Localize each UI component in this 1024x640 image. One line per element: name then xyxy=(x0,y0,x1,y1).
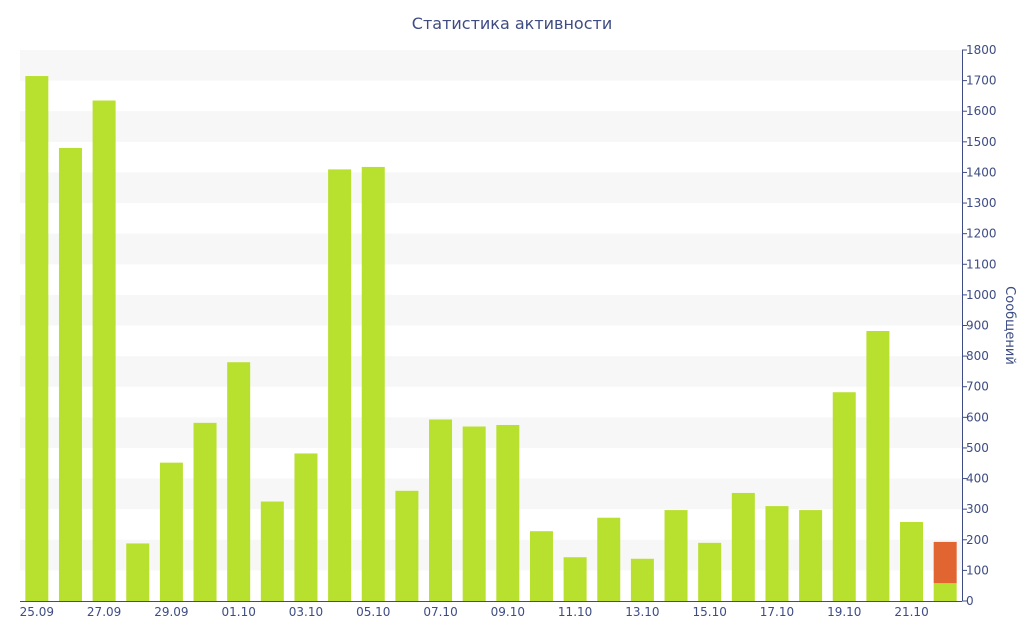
bar-30.09 xyxy=(193,422,217,601)
x-tick-label: 15.10 xyxy=(692,605,726,619)
x-tick-label: 05.10 xyxy=(356,605,390,619)
x-tick-label: 17.10 xyxy=(760,605,794,619)
y-tick-label: 1300 xyxy=(966,196,997,210)
bar-14.10 xyxy=(664,510,688,601)
y-tick-label: 400 xyxy=(966,472,989,486)
bar-20.10 xyxy=(866,331,890,601)
grid-band xyxy=(20,233,962,265)
y-tick-label: 1700 xyxy=(966,74,997,88)
y-tick-label: 200 xyxy=(966,533,989,547)
y-tick-label: 1000 xyxy=(966,288,997,302)
bar-13.10 xyxy=(630,558,654,601)
bar-06.10 xyxy=(395,490,419,601)
x-tick-label: 29.09 xyxy=(154,605,188,619)
x-tick-label: 25.09 xyxy=(20,605,54,619)
y-tick-label: 300 xyxy=(966,502,989,516)
y-axis: 0 100 200 300 400 500 600 700 800 900 1000 1100 1200… xyxy=(962,43,997,608)
bar-01.10 xyxy=(227,362,251,601)
x-tick-label: 19.10 xyxy=(827,605,861,619)
bar-22.10 xyxy=(933,583,957,601)
bar-21.10 xyxy=(900,522,924,601)
y-tick-label: 1800 xyxy=(966,43,997,57)
chart-title: Статистика активности xyxy=(411,14,613,33)
bar-19.10 xyxy=(832,392,856,601)
grid-band xyxy=(20,50,962,81)
x-tick-label: 01.10 xyxy=(221,605,255,619)
bars xyxy=(25,76,957,601)
x-axis: 25.09 27.09 29.09 01.10 03.10 05.10 07.10 09.10… xyxy=(20,601,962,619)
bar-11.10 xyxy=(563,557,587,601)
y-tick-label: 600 xyxy=(966,410,989,424)
y-tick-label: 1200 xyxy=(966,227,997,241)
bar-08.10 xyxy=(462,426,486,601)
bar-12.10 xyxy=(597,517,621,601)
y-tick-label: 1400 xyxy=(966,165,997,179)
y-tick-label: 100 xyxy=(966,563,989,577)
x-tick-label: 13.10 xyxy=(625,605,659,619)
bar-16.10 xyxy=(731,492,755,601)
x-tick-label: 09.10 xyxy=(491,605,525,619)
y-tick-label: 900 xyxy=(966,319,989,333)
bar-26.09 xyxy=(58,147,82,601)
bar-15.10 xyxy=(698,542,722,601)
grid-band xyxy=(20,356,962,387)
bar-10.10 xyxy=(529,531,553,601)
bar-18.10 xyxy=(799,510,823,601)
y-tick-label: 800 xyxy=(966,349,989,363)
x-tick-label: 21.10 xyxy=(894,605,928,619)
bar-17.10 xyxy=(765,506,789,601)
bar-02.10 xyxy=(260,501,284,601)
x-tick-label: 03.10 xyxy=(289,605,323,619)
bar-03.10 xyxy=(294,453,318,601)
bar-27.09 xyxy=(92,100,116,601)
grid-band xyxy=(20,111,962,142)
bar-25.09 xyxy=(25,76,49,601)
bar-28.09 xyxy=(126,543,150,601)
x-tick-label: 27.09 xyxy=(87,605,121,619)
y-tick-label: 0 xyxy=(966,594,974,608)
x-tick-label: 07.10 xyxy=(423,605,457,619)
y-tick-label: 500 xyxy=(966,441,989,455)
bar-04.10 xyxy=(328,169,352,601)
x-tick-label: 11.10 xyxy=(558,605,592,619)
y-tick-label: 700 xyxy=(966,380,989,394)
bar-05.10 xyxy=(361,166,385,601)
y-tick-label: 1500 xyxy=(966,135,997,149)
y-axis-title: Сообщений xyxy=(1002,286,1017,365)
bar-07.10 xyxy=(429,419,453,601)
y-tick-label: 1100 xyxy=(966,257,997,271)
bar-09.10 xyxy=(496,424,520,601)
y-tick-label: 1600 xyxy=(966,104,997,118)
bar-29.09 xyxy=(159,462,183,601)
grid-band xyxy=(20,417,962,448)
grid-band xyxy=(20,172,962,204)
bar-22.10-stack xyxy=(933,541,957,584)
grid-band xyxy=(20,294,962,326)
